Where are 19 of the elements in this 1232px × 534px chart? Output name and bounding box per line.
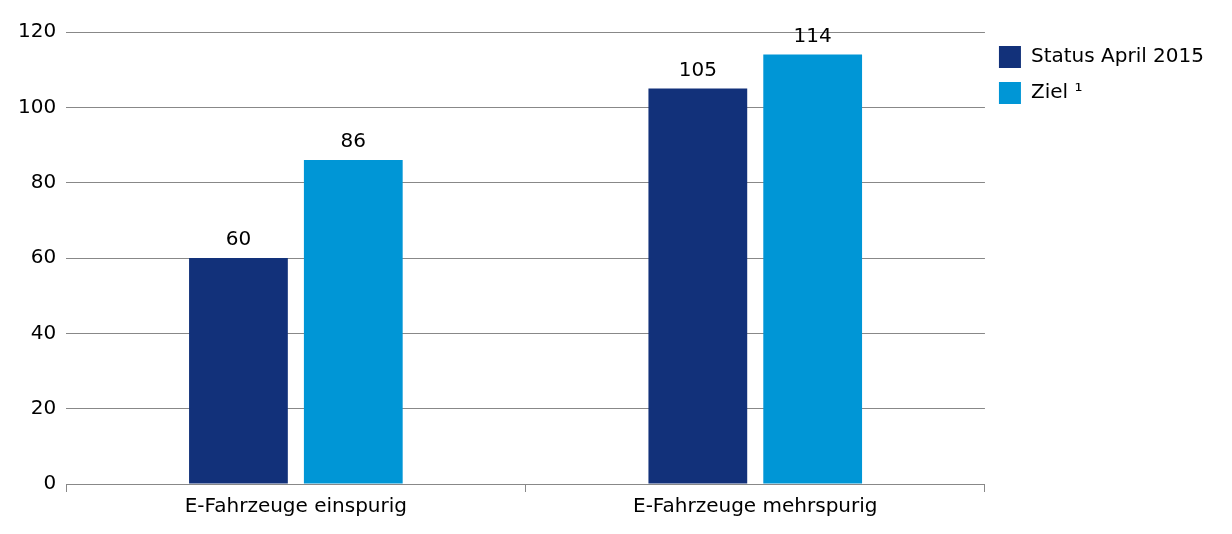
y-tick-label: 60: [30, 244, 57, 269]
bar: [648, 88, 748, 484]
y-tick-label: 100: [17, 93, 57, 118]
y-tick-label: 0: [43, 470, 57, 495]
bar: [303, 160, 403, 484]
y-tick-label: 80: [30, 168, 57, 193]
legend-label: Ziel ¹: [1030, 79, 1083, 104]
x-tick-label: E-Fahrzeuge einspurig: [184, 493, 408, 518]
y-tick-label: 40: [30, 319, 57, 344]
legend-label: Status April 2015: [1030, 43, 1205, 68]
x-tick-label: E-Fahrzeuge mehrspurig: [633, 493, 878, 518]
data-label: 114: [793, 22, 832, 47]
bar: [763, 54, 863, 484]
data-label: 60: [225, 226, 252, 251]
data-label: 105: [678, 56, 717, 81]
data-label: 86: [340, 128, 367, 153]
y-tick-label: 120: [17, 18, 57, 43]
bar: [189, 258, 288, 484]
y-tick-label: 20: [30, 394, 57, 419]
